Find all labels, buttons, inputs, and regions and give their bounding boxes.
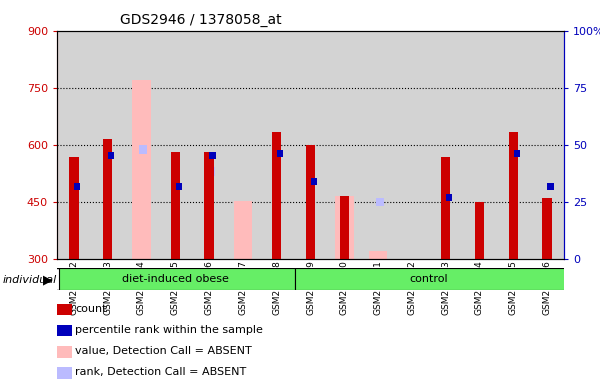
Bar [369,251,388,259]
Bar [295,268,566,290]
Text: ▶: ▶ [43,273,53,286]
Text: individual: individual [3,275,57,285]
Bar [69,157,79,259]
Bar [542,198,552,259]
Bar [103,139,112,259]
Bar [176,184,182,190]
Bar [340,196,349,259]
Text: percentile rank within the sample: percentile rank within the sample [75,325,263,335]
Bar [446,194,452,201]
Text: control: control [409,274,448,284]
Bar [132,80,151,259]
Bar [335,196,353,259]
Bar [475,202,484,259]
Bar [205,152,214,259]
Bar [233,201,252,259]
Text: value, Detection Call = ABSENT: value, Detection Call = ABSENT [75,346,252,356]
Text: count: count [75,304,107,314]
Bar [277,150,283,157]
Bar [547,184,554,190]
Text: GDS2946 / 1378058_at: GDS2946 / 1378058_at [120,13,281,27]
Bar [311,178,317,185]
Bar [139,145,147,154]
Bar [509,132,518,259]
Bar [514,150,520,157]
Bar [59,268,295,290]
Bar [170,152,180,259]
Bar [209,152,215,159]
Bar [441,157,451,259]
Bar [207,167,215,176]
Bar [74,184,80,190]
Bar [306,145,315,259]
Text: rank, Detection Call = ABSENT: rank, Detection Call = ABSENT [75,367,246,377]
Text: diet-induced obese: diet-induced obese [122,274,229,284]
Bar [108,152,114,159]
Bar [272,132,281,259]
Bar [376,198,383,206]
